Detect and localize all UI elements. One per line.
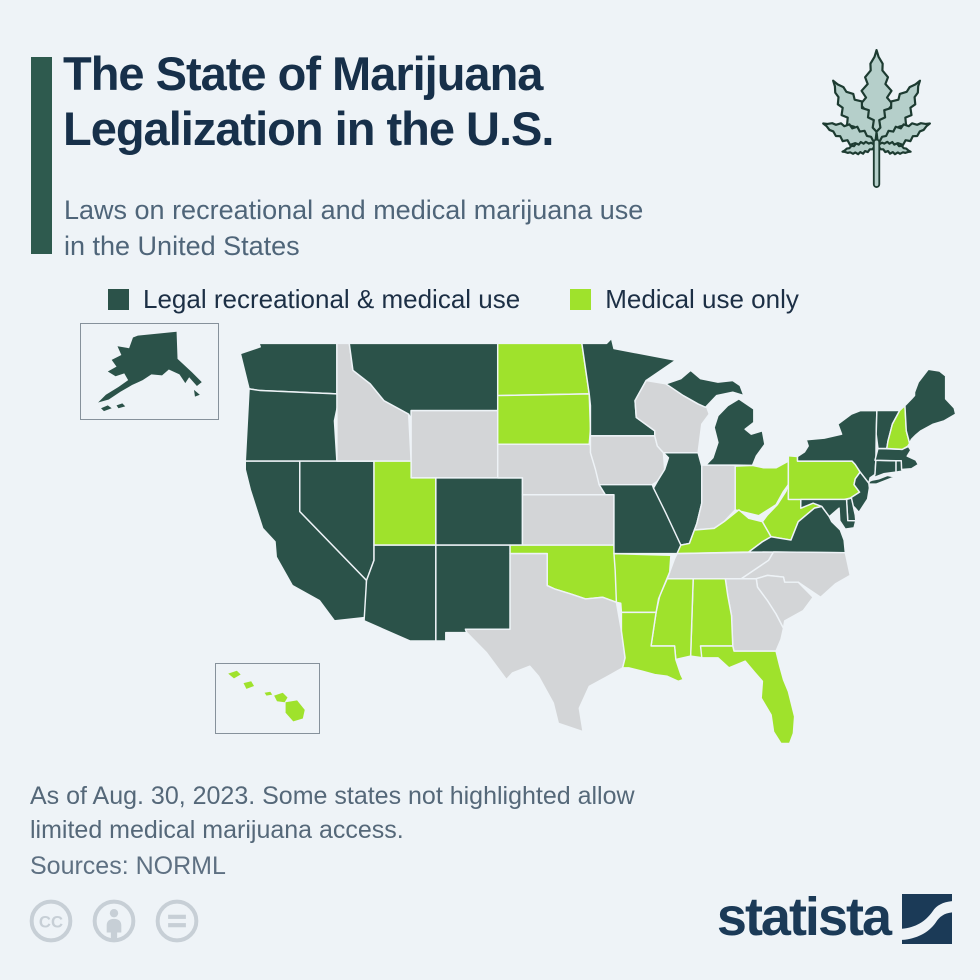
state-alaska bbox=[98, 331, 202, 403]
state-michigan bbox=[704, 398, 766, 467]
page-subtitle: Laws on recreational and medical marijua… bbox=[64, 192, 643, 265]
state-louisiana bbox=[620, 611, 684, 682]
hawaii-island bbox=[264, 691, 273, 696]
page-title-line1: The State of Marijuana bbox=[63, 47, 543, 100]
leaf-stem bbox=[872, 138, 881, 188]
state-maine bbox=[904, 368, 957, 444]
page-title-line2: Legalization in the U.S. bbox=[63, 102, 554, 156]
state-colorado bbox=[435, 477, 524, 546]
state-iowa bbox=[589, 435, 666, 486]
state-pennsylvania bbox=[787, 455, 861, 501]
legend: Legal recreational & medical use Medical… bbox=[108, 284, 799, 315]
footnote-line2: limited medical marijuana access. bbox=[30, 815, 404, 844]
legend-label-recreational: Legal recreational & medical use bbox=[143, 284, 521, 314]
hawaii-island bbox=[243, 681, 255, 689]
hawaii-island bbox=[274, 692, 288, 703]
statista-branding: statista bbox=[717, 890, 952, 944]
hawaii-island bbox=[285, 700, 305, 722]
legend-swatch-recreational bbox=[108, 289, 129, 310]
state-north-dakota bbox=[496, 342, 590, 397]
legend-label-medical: Medical use only bbox=[605, 284, 799, 314]
page-subtitle-line1: Laws on recreational and medical marijua… bbox=[64, 195, 644, 225]
hawaii-inset bbox=[215, 663, 320, 734]
us-choropleth-map bbox=[228, 330, 958, 760]
state-oregon bbox=[244, 388, 341, 462]
state-michigan bbox=[665, 369, 745, 409]
leaf-leaflet bbox=[875, 140, 912, 156]
state-hawaii bbox=[228, 670, 241, 679]
page-title: The State of Marijuana Legalization in t… bbox=[63, 46, 554, 157]
footnote-line1: As of Aug. 30, 2023. Some states not hig… bbox=[30, 782, 635, 810]
state-new-york bbox=[867, 474, 896, 485]
leaf-leaflet bbox=[841, 140, 878, 156]
state-texas bbox=[464, 552, 626, 733]
equals-icon bbox=[155, 899, 199, 943]
state-kansas bbox=[521, 494, 615, 546]
cc-icon: CC bbox=[29, 899, 73, 943]
alaska-island bbox=[194, 389, 200, 397]
state-arizona bbox=[363, 544, 437, 642]
alaska-island bbox=[101, 405, 112, 412]
svg-text:CC: CC bbox=[39, 912, 63, 931]
state-washington bbox=[239, 342, 338, 395]
legend-item-recreational: Legal recreational & medical use bbox=[108, 284, 520, 315]
state-maryland bbox=[800, 498, 857, 530]
state-florida bbox=[699, 645, 796, 745]
statista-logo-icon bbox=[902, 894, 952, 944]
state-wyoming bbox=[410, 409, 499, 479]
state-new-mexico bbox=[435, 544, 511, 642]
legend-item-medical: Medical use only bbox=[570, 284, 799, 315]
page-subtitle-line2: in the United States bbox=[64, 231, 300, 262]
source-label: Sources: NORML bbox=[30, 852, 226, 880]
attribution-person-icon bbox=[92, 899, 136, 943]
footnote: As of Aug. 30, 2023. Some states not hig… bbox=[30, 780, 635, 847]
state-connecticut bbox=[873, 459, 897, 479]
legend-swatch-medical bbox=[570, 289, 592, 310]
license-icons: CC bbox=[28, 898, 200, 944]
alaska-island bbox=[116, 403, 126, 409]
alaska-inset bbox=[80, 323, 219, 420]
statista-wordmark: statista bbox=[716, 887, 892, 947]
title-accent-bar bbox=[31, 57, 52, 254]
state-south-dakota bbox=[496, 393, 592, 445]
cannabis-leaf-icon bbox=[797, 30, 957, 203]
